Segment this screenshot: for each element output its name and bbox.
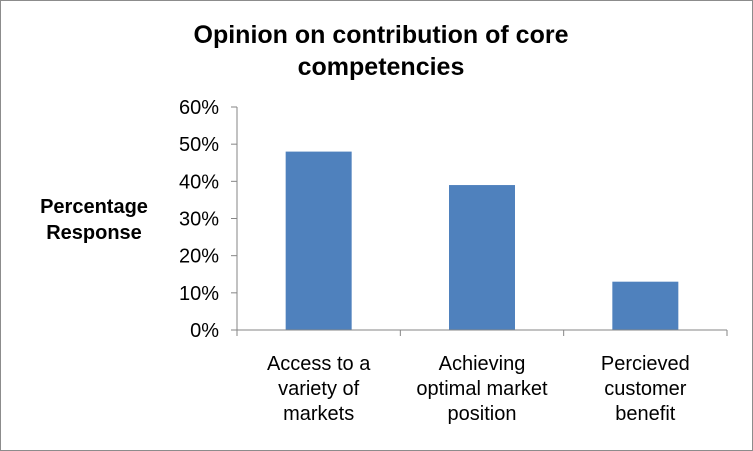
x-tick-label-line: Access to a bbox=[267, 353, 371, 375]
x-tick-label-line: markets bbox=[283, 403, 354, 425]
x-tick-label-line: Percieved bbox=[601, 353, 690, 375]
x-tick-label: Percieved customer benefit bbox=[601, 353, 690, 425]
y-axis-title-line-2: Response bbox=[46, 222, 142, 244]
chart-title-line-1: Opinion on contribution of core bbox=[193, 21, 569, 49]
y-tick-label: 60% bbox=[179, 97, 219, 119]
x-tick-label-line: Achieving bbox=[439, 353, 526, 375]
x-tick-label: Achieving optimal market position bbox=[416, 353, 548, 425]
x-tick-label-line: position bbox=[448, 403, 517, 425]
y-tick-label: 50% bbox=[179, 134, 219, 156]
chart-title-line-2: competencies bbox=[297, 53, 465, 81]
x-tick-label: Access to a variety of markets bbox=[267, 353, 371, 425]
chart-title: Opinion on contribution of core competen… bbox=[111, 19, 651, 83]
y-axis-title: Percentage Response bbox=[19, 194, 169, 246]
y-tick-label: 10% bbox=[179, 283, 219, 305]
bar bbox=[612, 281, 679, 330]
x-tick-label-line: benefit bbox=[615, 403, 675, 425]
x-tick-label-line: variety of bbox=[278, 378, 360, 400]
x-tick-label-line: optimal market bbox=[416, 378, 548, 400]
bar bbox=[285, 151, 352, 330]
y-tick-label: 30% bbox=[179, 209, 219, 231]
y-tick-label: 0% bbox=[190, 320, 219, 342]
x-tick-label-line: customer bbox=[604, 378, 687, 400]
y-axis-title-line-1: Percentage bbox=[40, 196, 148, 218]
y-tick-label: 40% bbox=[179, 171, 219, 193]
bar bbox=[449, 185, 515, 330]
y-tick-label: 20% bbox=[179, 246, 219, 268]
